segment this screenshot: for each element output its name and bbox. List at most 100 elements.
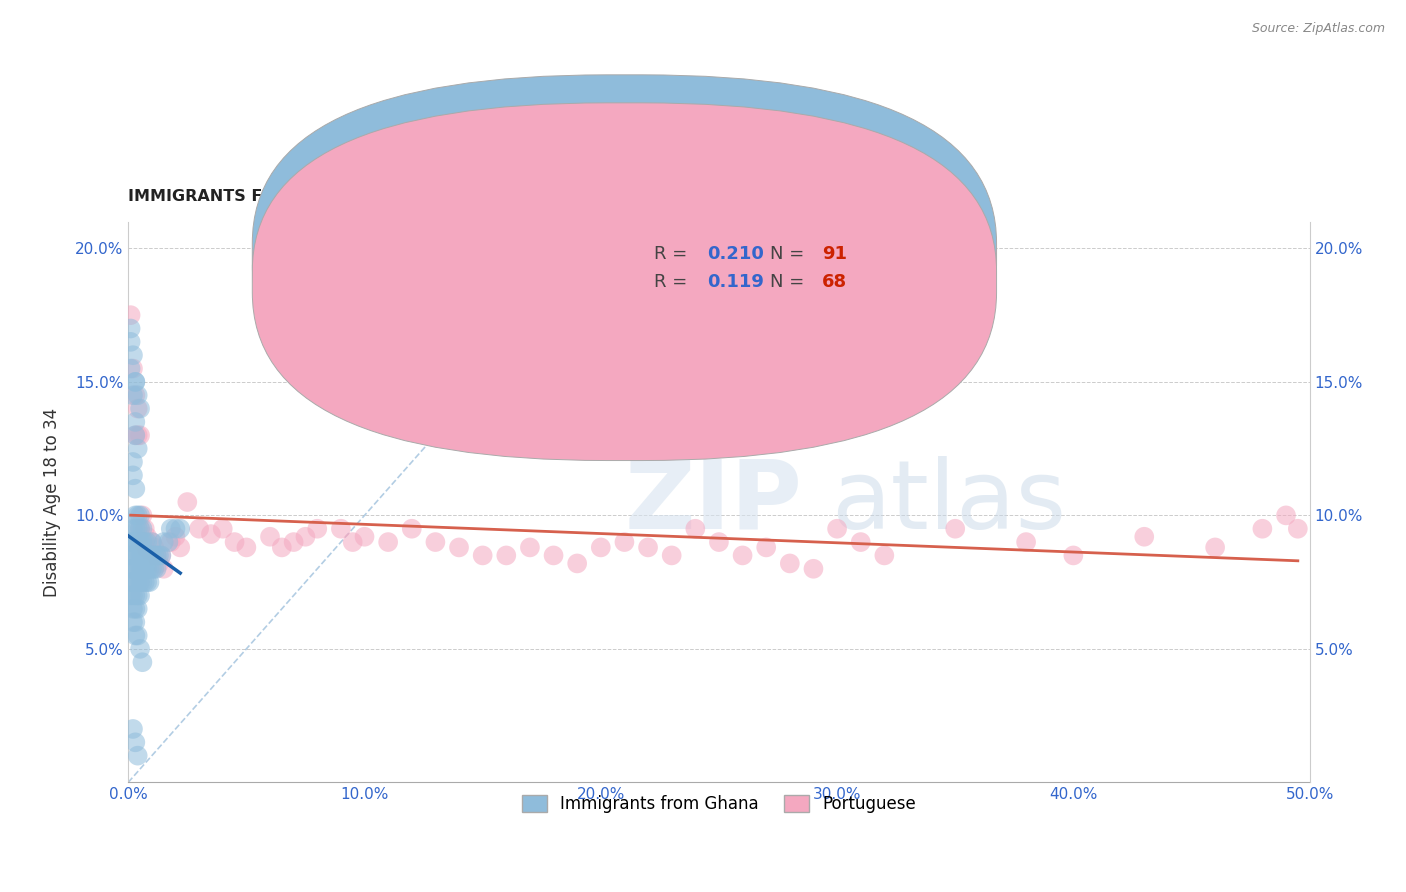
Point	[849, 535, 872, 549]
Point	[122, 535, 145, 549]
Point	[1204, 541, 1226, 555]
Text: 91: 91	[821, 244, 846, 262]
Point	[122, 388, 145, 402]
FancyBboxPatch shape	[252, 103, 997, 460]
Point	[120, 321, 142, 335]
Point	[136, 535, 159, 549]
Point	[136, 530, 159, 544]
Point	[150, 549, 173, 563]
Point	[127, 388, 149, 402]
Point	[138, 562, 160, 576]
Point	[131, 535, 153, 549]
Point	[122, 562, 145, 576]
Point	[120, 589, 142, 603]
Point	[127, 628, 149, 642]
Point	[136, 549, 159, 563]
Point	[122, 602, 145, 616]
Point	[122, 468, 145, 483]
Point	[779, 557, 801, 571]
Point	[377, 535, 399, 549]
Point	[124, 375, 146, 389]
Point	[127, 522, 149, 536]
Point	[270, 541, 292, 555]
Point	[129, 575, 152, 590]
Point	[131, 575, 153, 590]
Point	[637, 541, 659, 555]
Text: atlas: atlas	[831, 456, 1066, 549]
Text: N =: N =	[769, 273, 810, 291]
Point	[131, 655, 153, 669]
Point	[141, 549, 163, 563]
Point	[283, 535, 305, 549]
Text: ZIP: ZIP	[624, 456, 803, 549]
Point	[136, 543, 159, 558]
Point	[425, 535, 447, 549]
Point	[120, 549, 142, 563]
Point	[127, 428, 149, 442]
Text: 0.119: 0.119	[707, 273, 763, 291]
Point	[124, 602, 146, 616]
Point	[124, 589, 146, 603]
Y-axis label: Disability Age 18 to 34: Disability Age 18 to 34	[44, 408, 60, 597]
Point	[495, 549, 517, 563]
Text: IMMIGRANTS FROM GHANA VS PORTUGUESE DISABILITY AGE 18 TO 34 CORRELATION CHART: IMMIGRANTS FROM GHANA VS PORTUGUESE DISA…	[128, 189, 962, 204]
Point	[120, 535, 142, 549]
Point	[127, 508, 149, 523]
Point	[124, 428, 146, 442]
Point	[1275, 508, 1298, 523]
Point	[707, 535, 730, 549]
Point	[176, 495, 198, 509]
Point	[148, 557, 170, 571]
Point	[150, 549, 173, 563]
Point	[134, 522, 156, 536]
Point	[129, 535, 152, 549]
Text: N =: N =	[769, 244, 810, 262]
Point	[122, 549, 145, 563]
Point	[1062, 549, 1084, 563]
Point	[803, 562, 825, 576]
Point	[122, 455, 145, 469]
Point	[122, 575, 145, 590]
Point	[129, 562, 152, 576]
Text: 68: 68	[821, 273, 846, 291]
Point	[143, 562, 166, 576]
Point	[127, 748, 149, 763]
Point	[127, 602, 149, 616]
Point	[120, 575, 142, 590]
Point	[157, 535, 180, 549]
Point	[141, 549, 163, 563]
Point	[134, 575, 156, 590]
Point	[143, 549, 166, 563]
Point	[1133, 530, 1156, 544]
Point	[1251, 522, 1274, 536]
Point	[124, 628, 146, 642]
Point	[329, 522, 352, 536]
Point	[129, 401, 152, 416]
Point	[124, 522, 146, 536]
Point	[129, 428, 152, 442]
Point	[124, 615, 146, 629]
Point	[127, 535, 149, 549]
Point	[120, 308, 142, 322]
Point	[188, 522, 211, 536]
Point	[124, 508, 146, 523]
Point	[124, 575, 146, 590]
Point	[122, 615, 145, 629]
Point	[127, 575, 149, 590]
Point	[129, 589, 152, 603]
Point	[145, 549, 167, 563]
Legend: Immigrants from Ghana, Portuguese: Immigrants from Ghana, Portuguese	[513, 787, 924, 822]
Point	[401, 522, 423, 536]
Point	[141, 535, 163, 549]
Point	[143, 541, 166, 555]
Point	[127, 549, 149, 563]
Point	[134, 562, 156, 576]
Point	[129, 522, 152, 536]
Point	[129, 549, 152, 563]
Point	[259, 530, 281, 544]
Point	[134, 541, 156, 555]
Point	[200, 527, 222, 541]
Point	[159, 522, 181, 536]
Point	[134, 549, 156, 563]
Point	[169, 541, 191, 555]
